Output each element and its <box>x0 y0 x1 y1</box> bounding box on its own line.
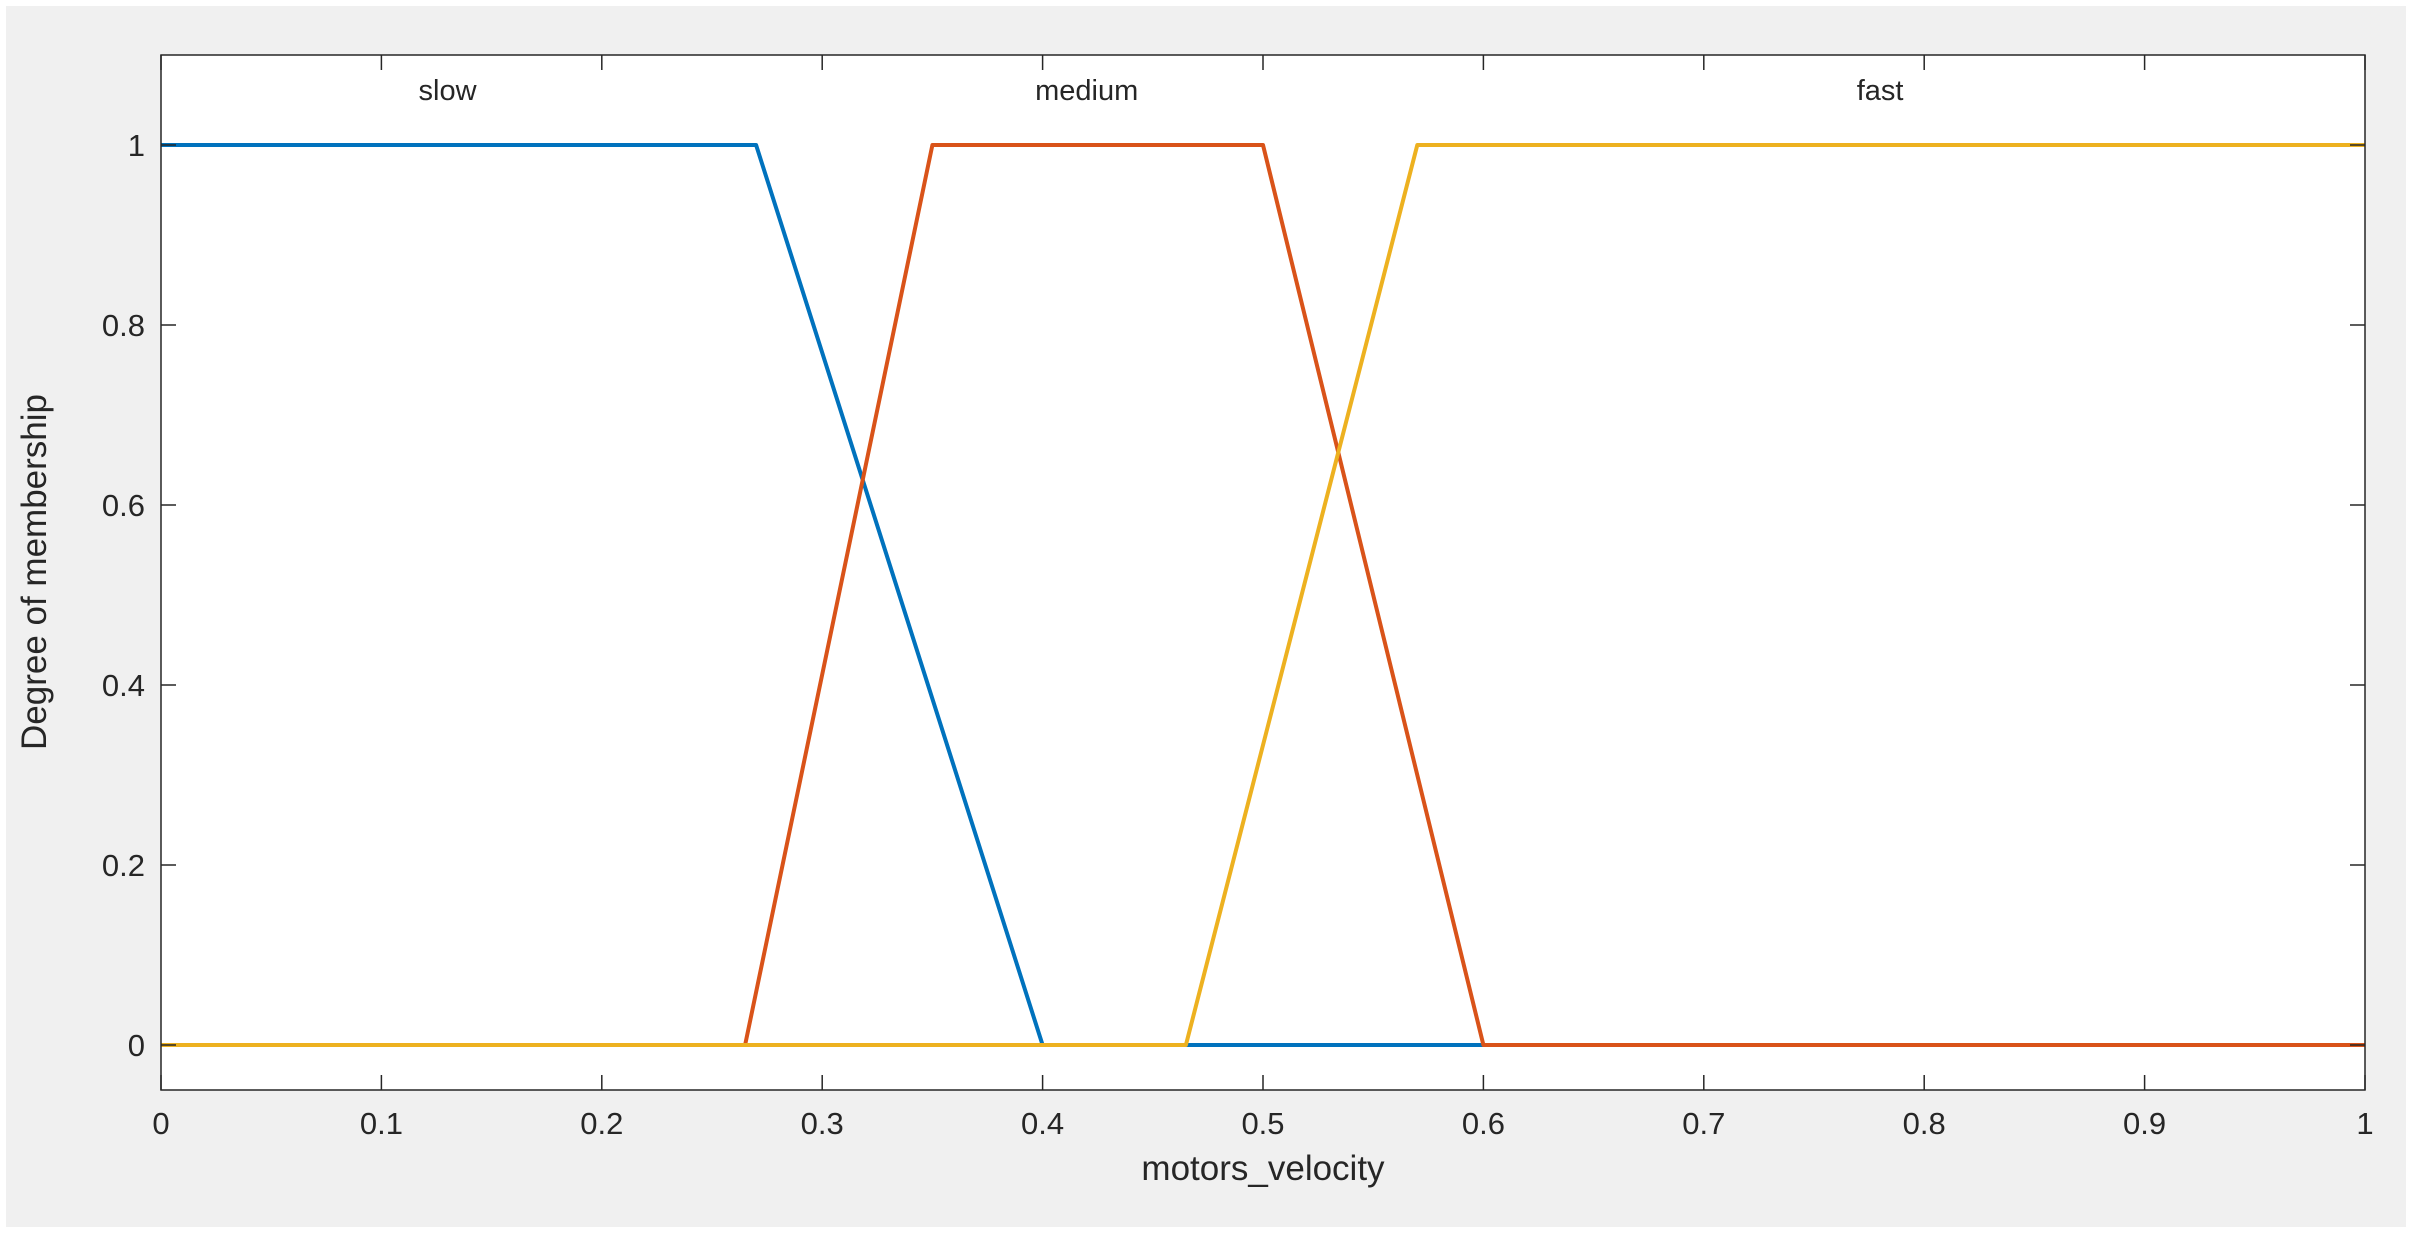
x-tick-label: 1 <box>2356 1106 2373 1141</box>
y-axis-label: Degree of membership <box>15 394 54 750</box>
y-tick-label: 0 <box>128 1028 145 1063</box>
x-tick-label: 0.6 <box>1462 1106 1505 1141</box>
x-tick-label: 0.1 <box>360 1106 403 1141</box>
y-tick-label: 0.8 <box>102 308 145 343</box>
x-tick-label: 0.8 <box>1903 1106 1946 1141</box>
membership-function-plot: 0 0.1 0.2 0.3 0.4 0.5 0.6 0.7 0.8 0.9 1 0 0.2 0.4 0.6 0… <box>15 54 2374 1188</box>
x-tick-label: 0.9 <box>2123 1106 2166 1141</box>
y-tick-label: 0.2 <box>102 848 145 883</box>
x-axis-label: motors_velocity <box>1141 1149 1385 1188</box>
y-tick-label: 0.6 <box>102 488 145 523</box>
x-tick-label: 0.5 <box>1241 1106 1284 1141</box>
x-tick-label: 0.7 <box>1682 1106 1725 1141</box>
x-tick-label: 0.3 <box>801 1106 844 1141</box>
mf-label-medium: medium <box>1035 75 1138 107</box>
y-tick-label: 1 <box>128 128 145 163</box>
mf-label-fast: fast <box>1857 75 1904 107</box>
mf-label-slow: slow <box>419 75 478 107</box>
x-tick-label: 0.4 <box>1021 1106 1064 1141</box>
x-tick-label: 0.2 <box>580 1106 623 1141</box>
series-line-fast <box>161 143 2365 1047</box>
figure-background: 0 0.1 0.2 0.3 0.4 0.5 0.6 0.7 0.8 0.9 1 0 0.2 0.4 0.6 0… <box>6 6 2406 1227</box>
x-tick-label: 0 <box>152 1106 169 1141</box>
plot-area <box>161 55 2365 1090</box>
y-tick-label: 0.4 <box>102 668 145 703</box>
plot-dynamic-layer: 0 0.1 0.2 0.3 0.4 0.5 0.6 0.7 0.8 0.9 1 0 0.2 0.4 0.6 0… <box>102 54 2374 1141</box>
